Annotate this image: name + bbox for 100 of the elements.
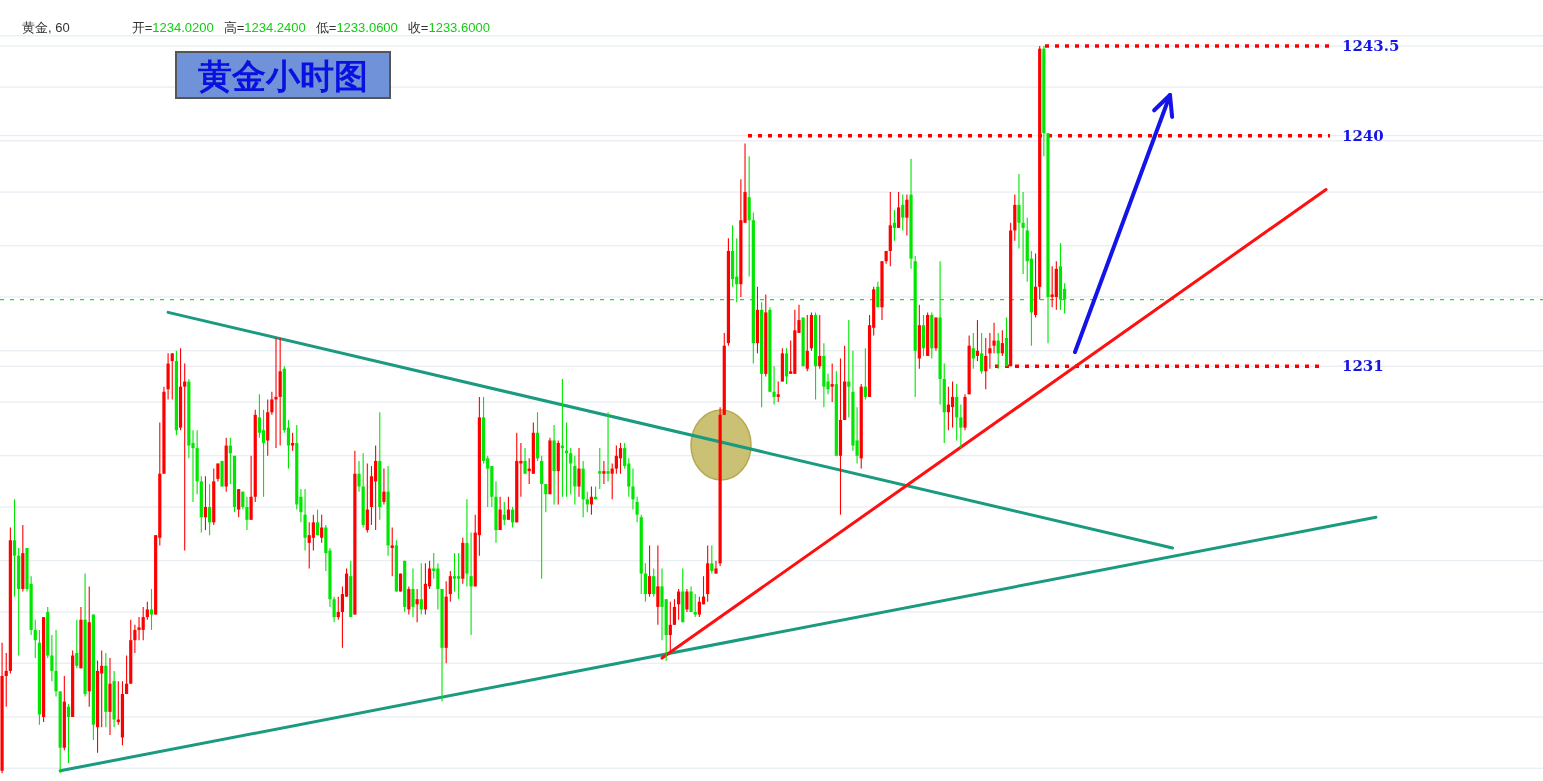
candlestick [971,332,975,370]
candlestick [249,455,253,521]
candlestick [245,496,249,531]
candlestick [540,455,544,580]
candlestick [656,544,660,626]
text: 黄金小时图 [198,56,368,96]
candlestick [710,544,714,575]
candlestick [315,509,320,536]
candlestick [847,319,851,418]
annotation: 高=1234.2400 [223,20,306,35]
candlestick [1050,265,1054,308]
candlestick [784,347,789,385]
candlestick [660,567,664,641]
candlestick [643,562,648,603]
candlestick [374,445,378,531]
candlestick [66,703,71,764]
candlestick [714,560,718,575]
candlestick [863,347,867,401]
candlestick [876,281,880,308]
candlestick [390,526,394,577]
candlestick [905,194,909,237]
candlestick [203,475,208,531]
candlestick [336,596,340,621]
candlestick [261,409,266,498]
candlestick [4,652,8,708]
candlestick [747,155,751,278]
candlestick [208,483,212,536]
candlestick [606,411,610,482]
y-tick-label: 1240 [1342,126,1384,145]
candlestick [183,363,187,552]
candlestick [54,629,58,698]
candlestick [357,460,361,493]
candlestick [697,596,701,618]
candlestick [672,598,677,626]
y-tick-label: 1231 [1342,357,1384,376]
candlestick [502,501,506,526]
candlestick [307,521,311,570]
candlestick [652,567,656,598]
candlestick [411,567,415,618]
candlestick [901,194,905,232]
candlestick [818,314,822,370]
candlestick [141,606,145,641]
candlestick [892,209,897,242]
candlestick [237,488,241,518]
candlestick [959,404,963,449]
candlestick [618,442,623,475]
candlestick [585,491,589,513]
candlestick [573,455,577,505]
candlestick [124,654,129,695]
candlestick [270,391,274,416]
candlestick [506,496,511,521]
annotation: 收=1233.6000 [407,20,490,35]
candlestick [975,319,980,362]
candlestick [320,514,324,544]
candlestick [1000,329,1004,357]
candlestick [498,496,502,531]
candlestick [610,462,614,500]
candlestick [984,337,988,390]
candlestick [415,588,419,623]
candlestick [407,585,411,616]
candlestick [569,447,573,495]
candlestick [1021,191,1025,275]
candlestick [598,447,602,490]
candlestick [457,552,461,600]
candlestick [776,380,780,403]
candlestick [382,468,386,505]
candlestick [614,445,618,475]
candlestick [133,624,137,654]
candlestick [668,601,672,654]
candlestick [980,332,984,375]
candlestick [274,337,278,449]
candlestick [303,488,307,552]
candlestick [577,447,581,498]
candlestick [12,498,17,598]
candlestick [452,552,457,593]
candlestick [896,191,901,229]
candlestick [365,462,369,534]
candlestick [921,314,926,357]
candlestick [685,588,689,613]
candlestick [149,588,154,631]
annotation: 低=1233.0600 [315,20,398,35]
candlestick [170,352,174,401]
candlestick [693,593,697,618]
candlestick [805,314,809,372]
candlestick [955,383,959,441]
candlestick [419,562,423,616]
y-tick-label: 1243.5 [1342,37,1400,56]
candlestick [311,514,315,552]
annotation: 黄金, 60 [22,20,70,35]
candlestick [448,570,452,603]
annotation: 开=1234.0200 [131,20,214,35]
candlestick [830,363,834,403]
candlestick [33,619,37,659]
candlestick [647,544,652,598]
candlestick [602,460,606,485]
candlestick [544,483,548,513]
candlestick [257,393,262,439]
candlestick [950,380,955,429]
candlestick [689,585,693,613]
candlestick [523,447,527,475]
